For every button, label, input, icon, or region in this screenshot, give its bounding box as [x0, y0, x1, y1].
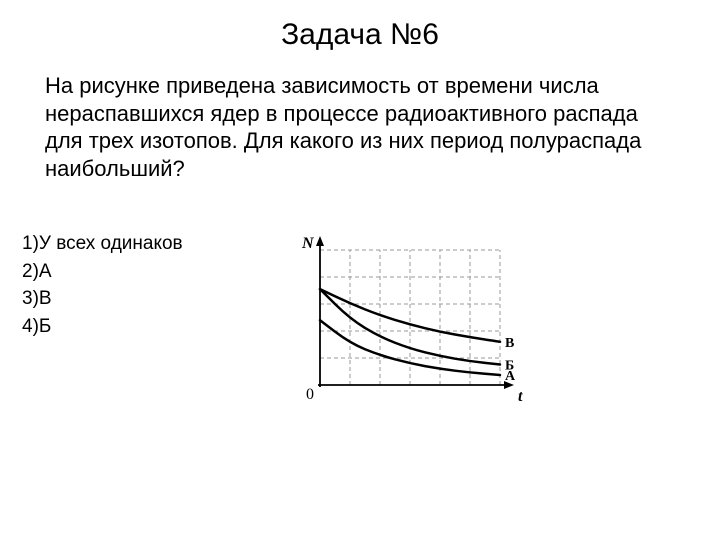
answer-options: 1)У всех одинаков 2)А 3)В 4)Б [22, 230, 183, 340]
svg-text:0: 0 [306, 386, 314, 403]
svg-text:В: В [505, 336, 514, 351]
svg-text:t: t [518, 388, 523, 405]
option-3: 3)В [22, 285, 183, 313]
option-4: 4)Б [22, 313, 183, 341]
problem-text: На рисунке приведена зависимость от врем… [45, 72, 665, 182]
svg-text:Б: Б [505, 358, 514, 373]
option-2: 2)А [22, 258, 183, 286]
decay-chart: АБВNt0 [285, 225, 535, 410]
page-title: Задача №6 [0, 18, 720, 52]
option-1: 1)У всех одинаков [22, 230, 183, 258]
svg-text:N: N [301, 235, 315, 252]
